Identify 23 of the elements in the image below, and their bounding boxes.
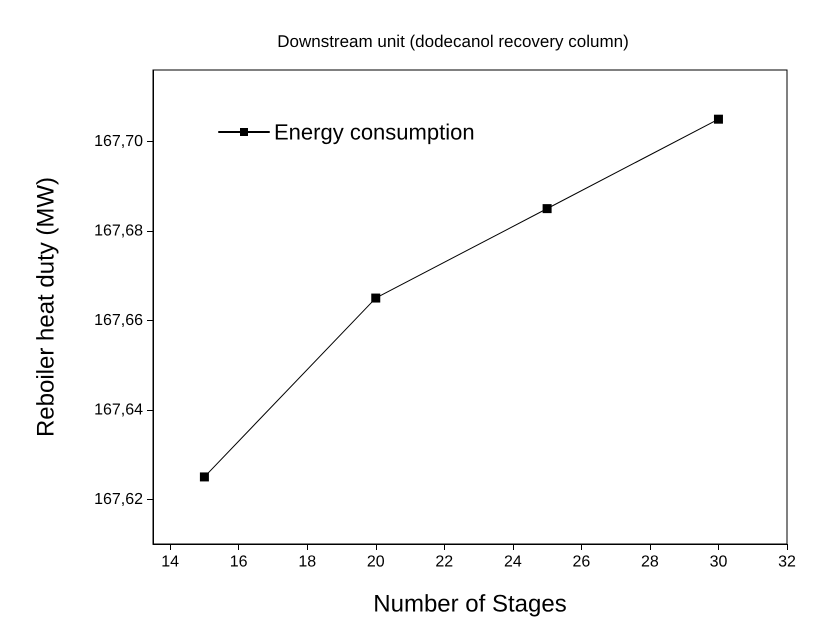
x-tick-label: 26	[572, 554, 590, 570]
y-tick-label: 167,66	[94, 312, 144, 329]
point	[371, 294, 380, 303]
y-tick-label: 167,70	[94, 133, 144, 150]
point	[542, 204, 552, 214]
x-tick-label: 20	[366, 554, 385, 570]
x-tick-label: 28	[641, 554, 659, 570]
x-tick-label: 18	[298, 554, 316, 570]
x-tick-label: 14	[161, 554, 180, 570]
x-tick-label: 32	[778, 554, 796, 570]
y-tick-label: 167,68	[94, 222, 144, 240]
y-axis-title: Reboiler heat duty (MW)	[32, 176, 60, 438]
point	[714, 114, 723, 124]
chart-title: Downstream unit (dodecanol recovery column)	[277, 32, 629, 51]
x-axis-title: Number of Stages	[373, 590, 567, 618]
x-tick-label: 24	[504, 554, 522, 570]
legend-label: Energy consumption	[274, 120, 475, 144]
point	[200, 472, 209, 482]
x-tick-label: 22	[435, 554, 454, 570]
x-tick-label: 30	[710, 554, 728, 570]
x-tick-label: 16	[230, 554, 248, 570]
y-tick-label: 167,62	[94, 490, 144, 508]
y-tick-label: 167,64	[94, 401, 144, 418]
